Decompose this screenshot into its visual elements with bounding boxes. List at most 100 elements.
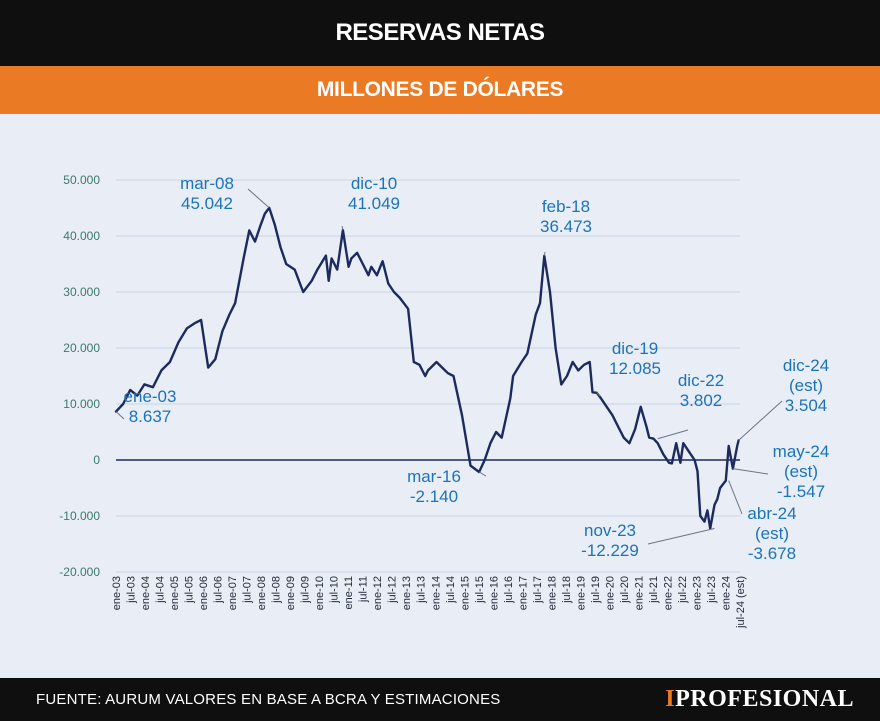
line-chart: 50.000 40.000 30.000 20.000 10.000 0 -10.000 -2… [59,173,830,629]
annotation-leader [341,225,344,231]
annotation-label: abr-24 [747,504,796,523]
annotation-label: dic-24 [783,356,829,375]
x-tick-label: jul-24 (est) [735,576,747,629]
header-bar: RESERVAS NETAS [0,0,880,66]
annotation-label: dic-19 [612,339,658,358]
x-tick-label: jul-19 [590,576,602,604]
x-tick-label: ene-20 [604,576,616,610]
x-tick-label: jul-16 [503,576,515,604]
x-tick-label: ene-15 [459,576,471,610]
x-tick-label: ene-04 [140,576,152,610]
x-tick-label: jul-06 [213,576,225,604]
brand-logo-text: PROFESIONAL [675,686,854,712]
x-tick-label: ene-03 [111,576,123,610]
x-tick-label: jul-08 [271,576,283,604]
x-tick-label: jul-11 [358,576,370,603]
y-tick-label: 10.000 [63,397,100,411]
y-tick-label: 30.000 [63,285,100,299]
x-tick-label: ene-13 [401,576,413,610]
annotation-label: 41.049 [348,194,400,213]
annotation-label: nov-23 [584,521,636,540]
x-tick-label: jul-13 [416,576,428,604]
x-tick-label: jul-22 [677,576,689,604]
footer-bar: FUENTE: AURUM VALORES EN BASE A BCRA Y E… [0,678,880,721]
annotation-label: (est) [784,462,818,481]
x-tick-label: jul-07 [242,576,254,604]
annotation-leader [647,527,715,545]
page-title: RESERVAS NETAS [335,19,545,46]
annotation-label: may-24 [773,442,830,461]
annotation-label: feb-18 [542,197,590,216]
y-tick-label: 0 [93,453,100,467]
x-tick-label: ene-24 [720,576,732,610]
brand-logo: IPROFESIONAL [665,686,854,713]
annotation-label: -2.140 [410,487,458,506]
annotation-label: mar-16 [407,467,461,486]
x-tick-label: ene-05 [169,576,181,610]
y-tick-label: 50.000 [63,173,100,187]
annotation-label: dic-10 [351,174,397,193]
y-tick-label: -10.000 [59,509,100,523]
annotation-leader [596,391,601,397]
annotation-leader [543,251,546,256]
x-tick-label: jul-15 [474,576,486,604]
annotation-label: -12.229 [581,541,639,560]
annotation-leader [732,468,769,475]
x-tick-label: jul-17 [532,576,544,604]
annotation-label: 3.504 [785,396,828,415]
x-tick-label: jul-23 [706,576,718,604]
annotation-label: (est) [789,376,823,395]
x-tick-label: ene-23 [691,576,703,610]
x-tick-label: jul-04 [155,576,167,604]
x-tick-label: ene-18 [546,576,558,610]
annotation-label: -1.547 [777,482,825,501]
x-tick-label: jul-05 [184,576,196,604]
x-tick-label: ene-16 [488,576,500,610]
x-tick-label: jul-03 [126,576,138,604]
annotation-label: ene-03 [124,387,177,406]
x-tick-label: ene-19 [575,576,587,610]
annotation-label: mar-08 [180,174,234,193]
x-tick-label: ene-10 [314,576,326,610]
series-line [114,206,740,530]
x-tick-label: ene-07 [227,576,239,610]
subtitle-bar: MILLONES DE DÓLARES [0,66,880,114]
x-tick-label: jul-20 [619,576,631,604]
annotation-label: 45.042 [181,194,233,213]
x-tick-label: jul-10 [329,576,341,604]
annotation-label: 12.085 [609,359,661,378]
annotation-label: 36.473 [540,217,592,236]
x-tick-label: ene-17 [517,576,529,610]
annotation-leader [738,400,783,441]
annotation-label: 3.802 [680,391,723,410]
annotation-leader [728,480,743,515]
x-tick-label: ene-12 [372,576,384,610]
annotation-label: dic-22 [678,371,724,390]
x-tick-label: jul-14 [445,576,457,604]
page-subtitle: MILLONES DE DÓLARES [316,78,564,101]
annotation-leader [657,429,689,440]
x-tick-label: jul-18 [561,576,573,604]
x-tick-label: ene-06 [198,576,210,610]
y-tick-label: 40.000 [63,229,100,243]
x-tick-label: ene-08 [256,576,268,610]
x-tick-label: ene-14 [430,576,442,610]
x-tick-label: ene-21 [633,576,645,610]
x-tick-label: ene-22 [662,576,674,610]
annotation-leader [115,411,125,420]
x-tick-label: ene-11 [343,576,355,609]
annotation-leader [247,188,270,209]
chart-area: 50.000 40.000 30.000 20.000 10.000 0 -10.000 -2… [0,114,880,678]
annotation-label: -3.678 [748,544,796,563]
x-tick-label: jul-21 [648,576,660,604]
x-tick-label: jul-09 [300,576,312,604]
source-note: FUENTE: AURUM VALORES EN BASE A BCRA Y E… [36,691,501,708]
annotation-label: (est) [755,524,789,543]
x-tick-label: ene-09 [285,576,297,610]
annotation-label: 8.637 [129,407,172,426]
y-tick-label: -20.000 [59,565,100,579]
annotation-leader [478,471,487,477]
x-tick-label: jul-12 [387,576,399,604]
y-tick-label: 20.000 [63,341,100,355]
brand-logo-mark: I [665,686,676,712]
